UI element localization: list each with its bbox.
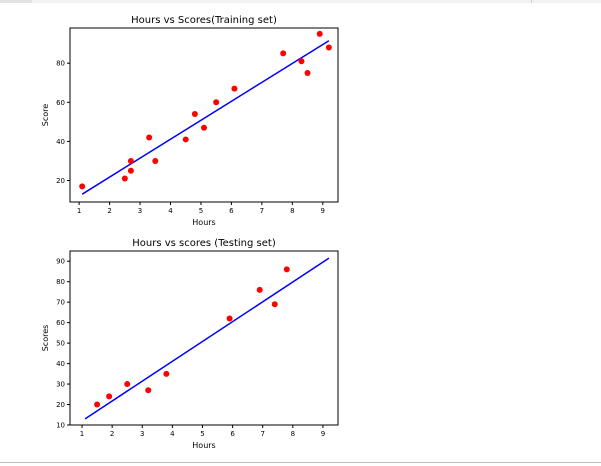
data-point: [145, 387, 152, 394]
x-tick-label: 7: [260, 207, 264, 215]
regression-line: [81, 40, 330, 195]
y-tick-label: 30: [56, 381, 65, 389]
cell-bottom-rule: [0, 462, 601, 463]
y-tick-label: 80: [56, 60, 65, 68]
x-tick-label: 6: [229, 207, 234, 215]
data-point: [163, 370, 170, 377]
data-point: [146, 134, 153, 141]
cell-top-bar: [0, 0, 601, 3]
y-tick-label: 60: [56, 319, 65, 327]
y-tick-label: 10: [56, 422, 65, 430]
data-point: [191, 111, 198, 118]
testing-regression-line-group: [84, 257, 330, 420]
testing-plot-frame: [69, 250, 339, 426]
testing-y-axis-label: Scores: [41, 325, 50, 352]
data-point: [280, 50, 287, 57]
data-point: [152, 157, 159, 164]
data-point: [94, 401, 101, 408]
x-tick-label: 5: [200, 430, 204, 438]
y-tick-label: 60: [56, 99, 65, 107]
testing-x-ticks: 1 2 3 4 5 6 7 8 9: [80, 425, 325, 438]
data-point: [127, 167, 134, 174]
training-regression-line-group: [81, 40, 330, 195]
data-point: [256, 286, 263, 293]
x-tick-label: 2: [107, 207, 111, 215]
x-tick-label: 7: [260, 430, 264, 438]
x-tick-label: 9: [321, 430, 325, 438]
x-tick-label: 3: [140, 430, 144, 438]
x-tick-label: 2: [110, 430, 114, 438]
y-tick-label: 90: [56, 258, 65, 266]
data-point: [201, 124, 207, 131]
y-tick-label: 20: [56, 401, 65, 409]
training-points: [79, 30, 332, 190]
training-y-ticks: 20 40 60 80: [56, 60, 70, 185]
x-tick-label: 4: [168, 207, 173, 215]
training-plot-frame: [69, 27, 339, 203]
data-point: [304, 69, 311, 76]
cell-divider: [531, 0, 532, 3]
testing-x-axis-label: Hours: [192, 441, 215, 450]
x-tick-label: 5: [199, 207, 203, 215]
data-point: [106, 393, 113, 400]
x-tick-label: 6: [230, 430, 235, 438]
x-tick-label: 1: [77, 207, 81, 215]
cell-prompt-area: [0, 0, 32, 3]
training-x-ticks: 1 2 3 4 5 6 7 8 9: [77, 202, 325, 215]
data-point: [213, 99, 220, 106]
y-tick-label: 20: [56, 177, 65, 185]
y-tick-label: 40: [56, 138, 65, 146]
data-point: [124, 381, 131, 388]
testing-chart-title: Hours vs scores (Testing set): [132, 238, 276, 249]
x-tick-label: 4: [170, 430, 175, 438]
data-point: [283, 266, 290, 273]
training-y-axis-label: Score: [41, 104, 50, 126]
data-point: [127, 157, 134, 164]
data-point: [231, 85, 238, 92]
data-point: [182, 136, 189, 143]
data-point: [316, 30, 323, 37]
x-tick-label: 9: [321, 207, 325, 215]
data-point: [298, 58, 305, 65]
data-point: [271, 301, 278, 308]
testing-points: [94, 266, 290, 408]
data-point: [121, 175, 128, 182]
regression-line: [84, 257, 330, 420]
testing-y-ticks: 10 20 30 40 50 60 70 80 90: [56, 258, 70, 430]
training-x-axis-label: Hours: [192, 218, 215, 227]
y-tick-label: 40: [56, 360, 65, 368]
data-point: [226, 315, 233, 322]
x-tick-label: 8: [291, 430, 295, 438]
y-tick-label: 80: [56, 278, 65, 286]
data-point: [79, 183, 86, 190]
x-tick-label: 3: [138, 207, 142, 215]
training-chart-title: Hours vs Scores(Training set): [131, 15, 277, 26]
y-tick-label: 50: [56, 340, 65, 348]
data-point: [325, 44, 332, 51]
y-tick-label: 70: [56, 299, 65, 307]
x-tick-label: 8: [290, 207, 294, 215]
x-tick-label: 1: [80, 430, 84, 438]
